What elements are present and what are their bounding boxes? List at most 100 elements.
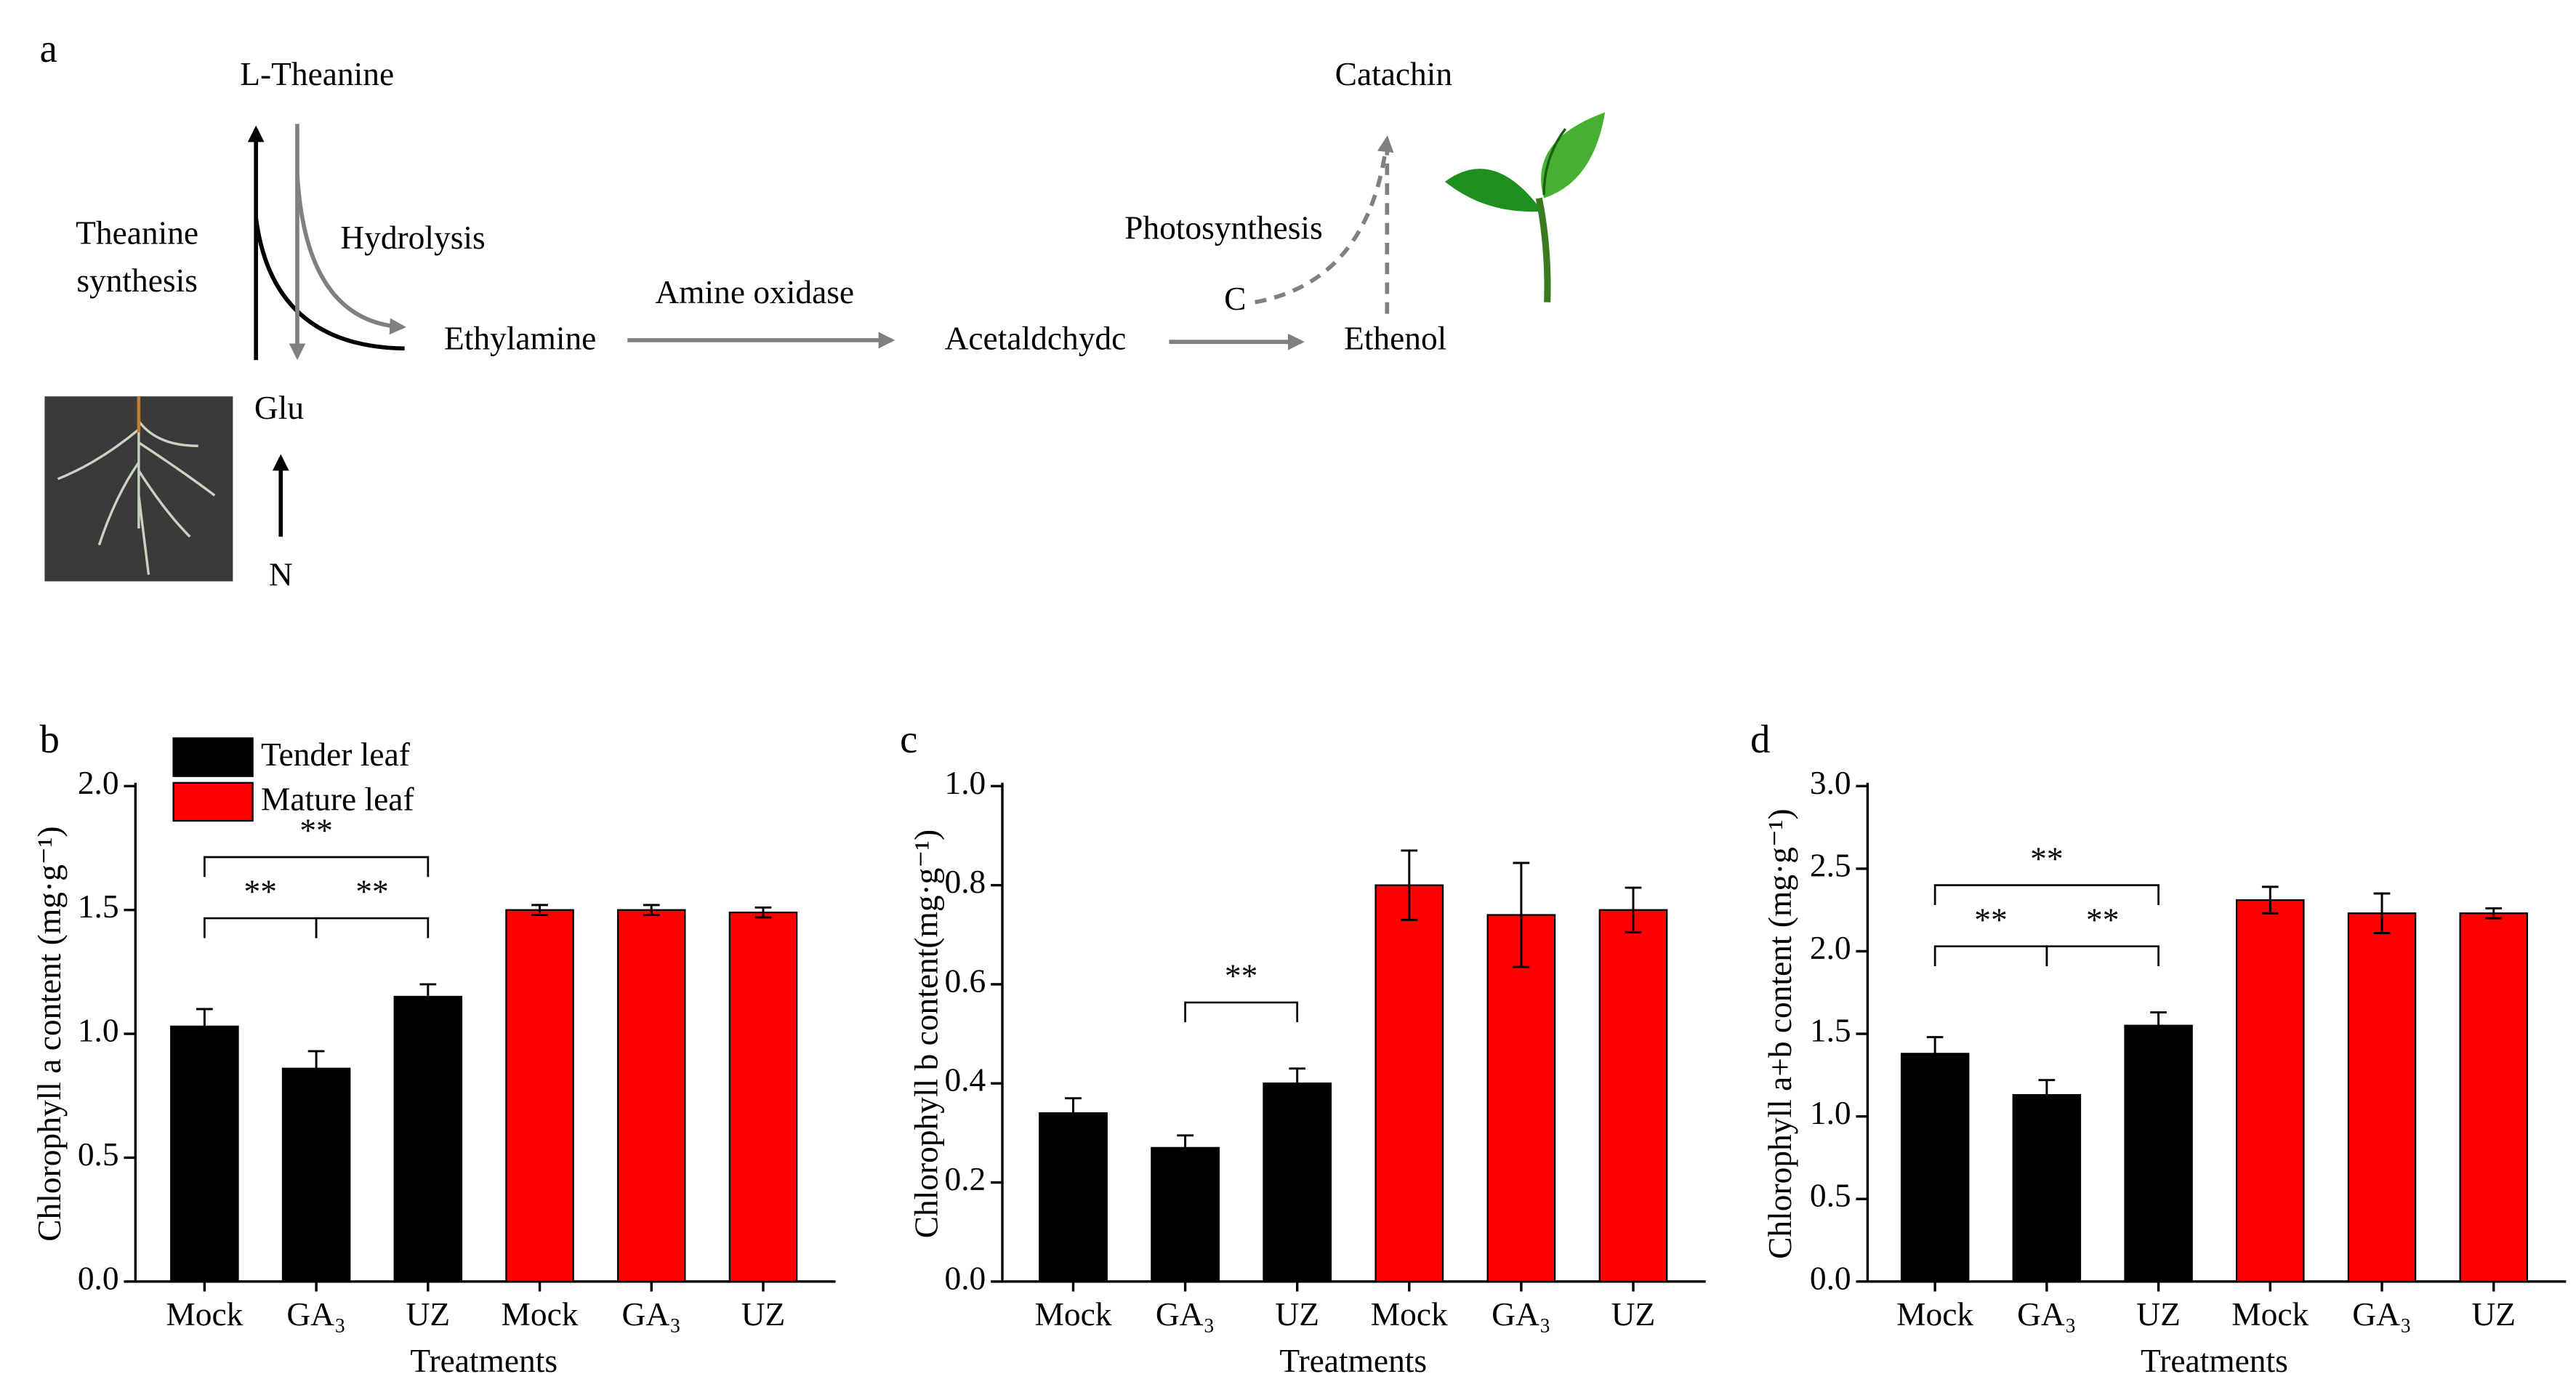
x-tick-label: Mock	[502, 1296, 579, 1333]
y-tick-label: 2.0	[78, 765, 119, 801]
node-label: Glu	[254, 390, 304, 426]
y-axis-label: Chlorophyll a+b content (mg·g⁻¹)	[1762, 808, 1798, 1259]
legend-label: Mature leaf	[261, 781, 414, 817]
error-bar	[1513, 861, 1530, 968]
bar	[617, 909, 686, 1282]
x-tick-label: GA₃	[1492, 1296, 1550, 1333]
x-tick-label: GA₃	[2017, 1296, 2076, 1333]
arrow	[295, 173, 406, 335]
error-bar	[2038, 1079, 2056, 1112]
arrow	[1255, 135, 1394, 305]
y-axis-label: Chlorophyll a content (mg·g⁻¹)	[31, 826, 68, 1241]
significance-label: **	[1974, 901, 2007, 938]
pathway-diagram: a L-Theanine Theanine synthesis Hydrolys…	[40, 26, 1606, 593]
chart: b 0.0 0.5 1.0 1.5 2.0 Mock GA₃ UZ Mock GA₃ UZ Treatm…	[31, 717, 836, 1379]
panel-label: c	[900, 717, 917, 761]
node-label: Photosynthesis	[1124, 209, 1323, 246]
x-tick-label: UZ	[2136, 1296, 2181, 1333]
x-axis-label: Treatments	[410, 1343, 558, 1379]
significance-label: **	[2086, 901, 2119, 938]
significance-bracket	[204, 917, 318, 939]
error-bar	[307, 1050, 325, 1088]
significance-bracket	[1933, 945, 2048, 966]
x-tick-label: UZ	[741, 1296, 786, 1333]
y-tick-label: 1.0	[944, 765, 986, 801]
bar	[2012, 1094, 2082, 1282]
error-bar	[2373, 892, 2391, 934]
error-bar	[1289, 1067, 1306, 1100]
x-tick-label: UZ	[406, 1296, 451, 1333]
significance-label: **	[355, 874, 388, 910]
bar	[505, 909, 574, 1282]
bar	[393, 995, 463, 1282]
error-bar	[2261, 885, 2279, 915]
y-axis-label: Chlorophyll b content(mg·g⁻¹)	[908, 829, 944, 1238]
y-tick-label: 1.0	[78, 1013, 119, 1049]
x-tick-label: UZ	[1275, 1296, 1319, 1333]
y-tick-label: 0.5	[78, 1136, 119, 1173]
error-bar	[419, 983, 437, 1011]
error-bar	[1926, 1036, 1944, 1072]
x-tick-label: GA₃	[1156, 1296, 1215, 1333]
significance-label: **	[2030, 840, 2063, 877]
bar	[1598, 909, 1668, 1282]
bar	[281, 1067, 351, 1282]
node-label: Ethylamine	[444, 321, 596, 357]
panel-label: b	[40, 717, 60, 761]
node-label: Hydrolysis	[340, 220, 485, 256]
error-bar	[531, 904, 548, 917]
y-tick-label: 0.0	[944, 1260, 986, 1296]
bar	[1900, 1053, 1970, 1282]
error-bar	[2485, 907, 2503, 920]
node-label: synthesis	[76, 262, 198, 299]
x-tick-label: UZ	[2471, 1296, 2516, 1333]
x-axis-label: Treatments	[1279, 1343, 1427, 1379]
bar	[1151, 1146, 1220, 1282]
root-photo	[44, 396, 233, 582]
node-label: C	[1224, 281, 1246, 317]
bar	[1263, 1082, 1332, 1282]
y-tick-label: 1.5	[1810, 1013, 1851, 1049]
x-tick-label: Mock	[1034, 1296, 1111, 1333]
x-tick-label: GA₃	[2352, 1296, 2411, 1333]
x-tick-label: GA₃	[286, 1296, 345, 1333]
node-label: Acetaldchydc	[945, 321, 1127, 357]
y-tick-label: 1.0	[1810, 1095, 1851, 1131]
x-tick-label: GA₃	[622, 1296, 681, 1333]
bar	[728, 911, 798, 1282]
y-tick-label: 0.2	[944, 1161, 986, 1197]
legend-swatch	[172, 737, 254, 777]
error-bar	[1177, 1134, 1194, 1162]
node-label: Theanine	[76, 214, 198, 251]
y-tick-label: 0.6	[944, 963, 986, 999]
error-bar	[1065, 1097, 1082, 1130]
node-label: N	[269, 557, 293, 593]
panel-label: d	[1750, 717, 1770, 761]
significance-label: **	[1225, 958, 1257, 995]
significance-label: **	[299, 813, 332, 849]
panel-label: a	[40, 26, 57, 71]
node-label: Amine oxidase	[655, 274, 854, 310]
error-bar	[754, 906, 772, 919]
y-tick-label: 2.0	[1810, 930, 1851, 966]
bar	[1486, 914, 1556, 1282]
error-bar	[1625, 886, 1642, 933]
bar	[2124, 1024, 2193, 1282]
bar	[2236, 899, 2305, 1282]
x-tick-label: Mock	[1896, 1296, 1973, 1333]
chart: c 0.0 0.2 0.4 0.6 0.8 1.0 Mock GA₃ UZ Mock GA₃ UZ Tre…	[900, 717, 1706, 1379]
error-bar	[2150, 1011, 2167, 1040]
y-tick-label: 0.0	[78, 1260, 119, 1296]
x-tick-label: UZ	[1611, 1296, 1656, 1333]
y-tick-label: 0.4	[944, 1062, 986, 1098]
legend-swatch	[172, 782, 254, 822]
significance-label: **	[244, 874, 277, 910]
y-tick-label: 3.0	[1810, 765, 1851, 801]
bar	[2459, 912, 2528, 1282]
chart: d 0.0 0.5 1.0 1.5 2.0 2.5 3.0 Mock GA₃ UZ Mock GA₃ UZ…	[1750, 717, 2567, 1379]
error-bar	[643, 904, 660, 917]
x-tick-label: Mock	[166, 1296, 243, 1333]
y-tick-label: 2.5	[1810, 847, 1851, 883]
